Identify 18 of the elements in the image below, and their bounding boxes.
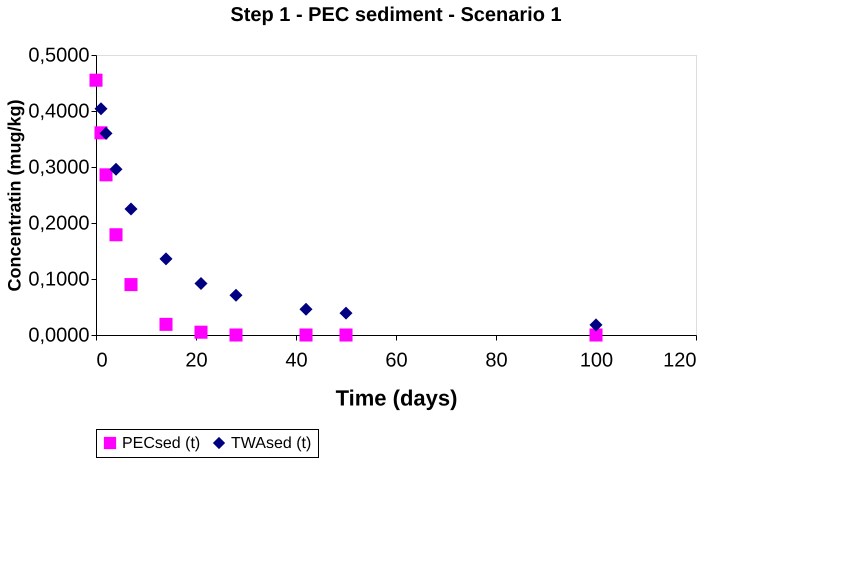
x-tick-label: 80 (485, 350, 508, 372)
x-tick-label: 120 (663, 350, 696, 372)
x-tick-label: 100 (580, 350, 614, 372)
y-tick-label: 0,3000 (28, 156, 90, 178)
legend-label: TWAsed (t) (231, 435, 312, 452)
y-tick-label: 0,1000 (28, 268, 90, 290)
x-axis-title: Time (days) (336, 386, 458, 410)
chart-title: Step 1 - PEC sediment - Scenario 1 (230, 4, 562, 26)
y-tick-label: 0,2000 (28, 212, 90, 234)
x-tick-label: 0 (96, 350, 108, 372)
x-tick-label: 60 (385, 350, 408, 372)
y-tick-label: 0,0000 (28, 324, 90, 346)
y-axis-title: Concentratin (mug/kg) (4, 99, 24, 292)
y-tick-label: 0,4000 (28, 100, 90, 122)
y-tick-label: 0,5000 (28, 44, 90, 66)
legend-label: PECsed (t) (122, 435, 200, 452)
x-tick-label: 20 (185, 350, 208, 372)
x-tick-label: 40 (285, 350, 308, 372)
